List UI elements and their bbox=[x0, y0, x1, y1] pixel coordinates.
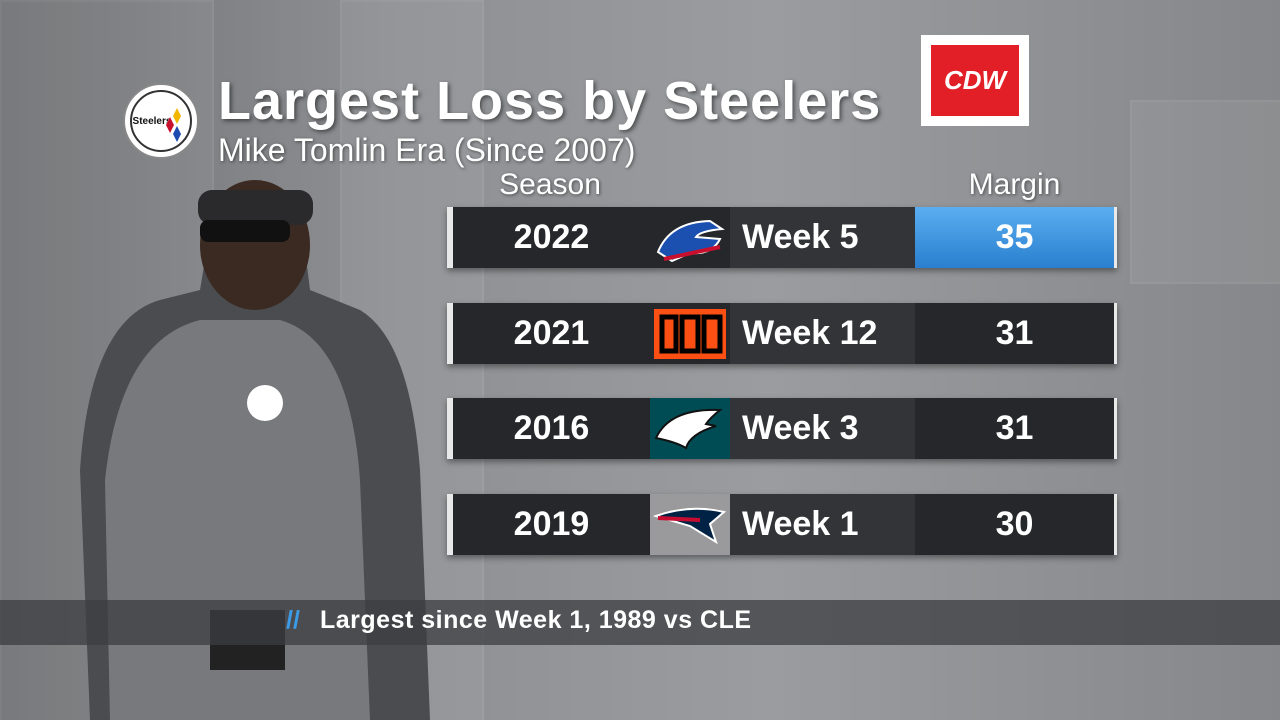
sponsor-text: CDW bbox=[931, 45, 1019, 116]
column-header: Season bbox=[499, 168, 601, 201]
season: 2021 bbox=[513, 314, 590, 352]
footer-accent: // bbox=[286, 606, 300, 634]
logo-text: Steelers bbox=[133, 116, 172, 127]
season: 2019 bbox=[513, 505, 590, 543]
margin: 35 bbox=[915, 207, 1114, 268]
opponent-logo bbox=[654, 309, 726, 359]
margin: 31 bbox=[995, 409, 1034, 447]
week: Week 1 bbox=[730, 494, 915, 555]
season: 2022 bbox=[513, 218, 590, 256]
table-row: 2021 Week 12 31 bbox=[447, 303, 1117, 364]
steelers-logo: Steelers bbox=[123, 83, 199, 159]
footer-note: Largest since Week 1, 1989 vs CLE bbox=[320, 606, 752, 634]
opponent-logo bbox=[650, 494, 730, 555]
week: Week 3 bbox=[730, 398, 915, 459]
week: Week 5 bbox=[730, 207, 915, 268]
table-row: 2022 Week 5 35 bbox=[447, 207, 1117, 268]
margin: 31 bbox=[995, 314, 1034, 352]
column-header: Margin bbox=[968, 168, 1061, 201]
season: 2016 bbox=[513, 409, 590, 447]
table-row: 2016 Week 3 31 bbox=[447, 398, 1117, 459]
table-row: 2019 Week 1 30 bbox=[447, 494, 1117, 555]
opponent-logo bbox=[650, 398, 730, 459]
title: Largest Loss by Steelers bbox=[218, 71, 882, 131]
subtitle: Mike Tomlin Era (Since 2007) bbox=[218, 132, 636, 168]
opponent-logo bbox=[656, 219, 725, 263]
footer-bar bbox=[0, 600, 1280, 645]
bg-panel bbox=[1130, 100, 1280, 284]
sponsor-logo: CDW bbox=[921, 35, 1029, 126]
week: Week 12 bbox=[730, 303, 915, 364]
margin: 30 bbox=[995, 505, 1034, 543]
